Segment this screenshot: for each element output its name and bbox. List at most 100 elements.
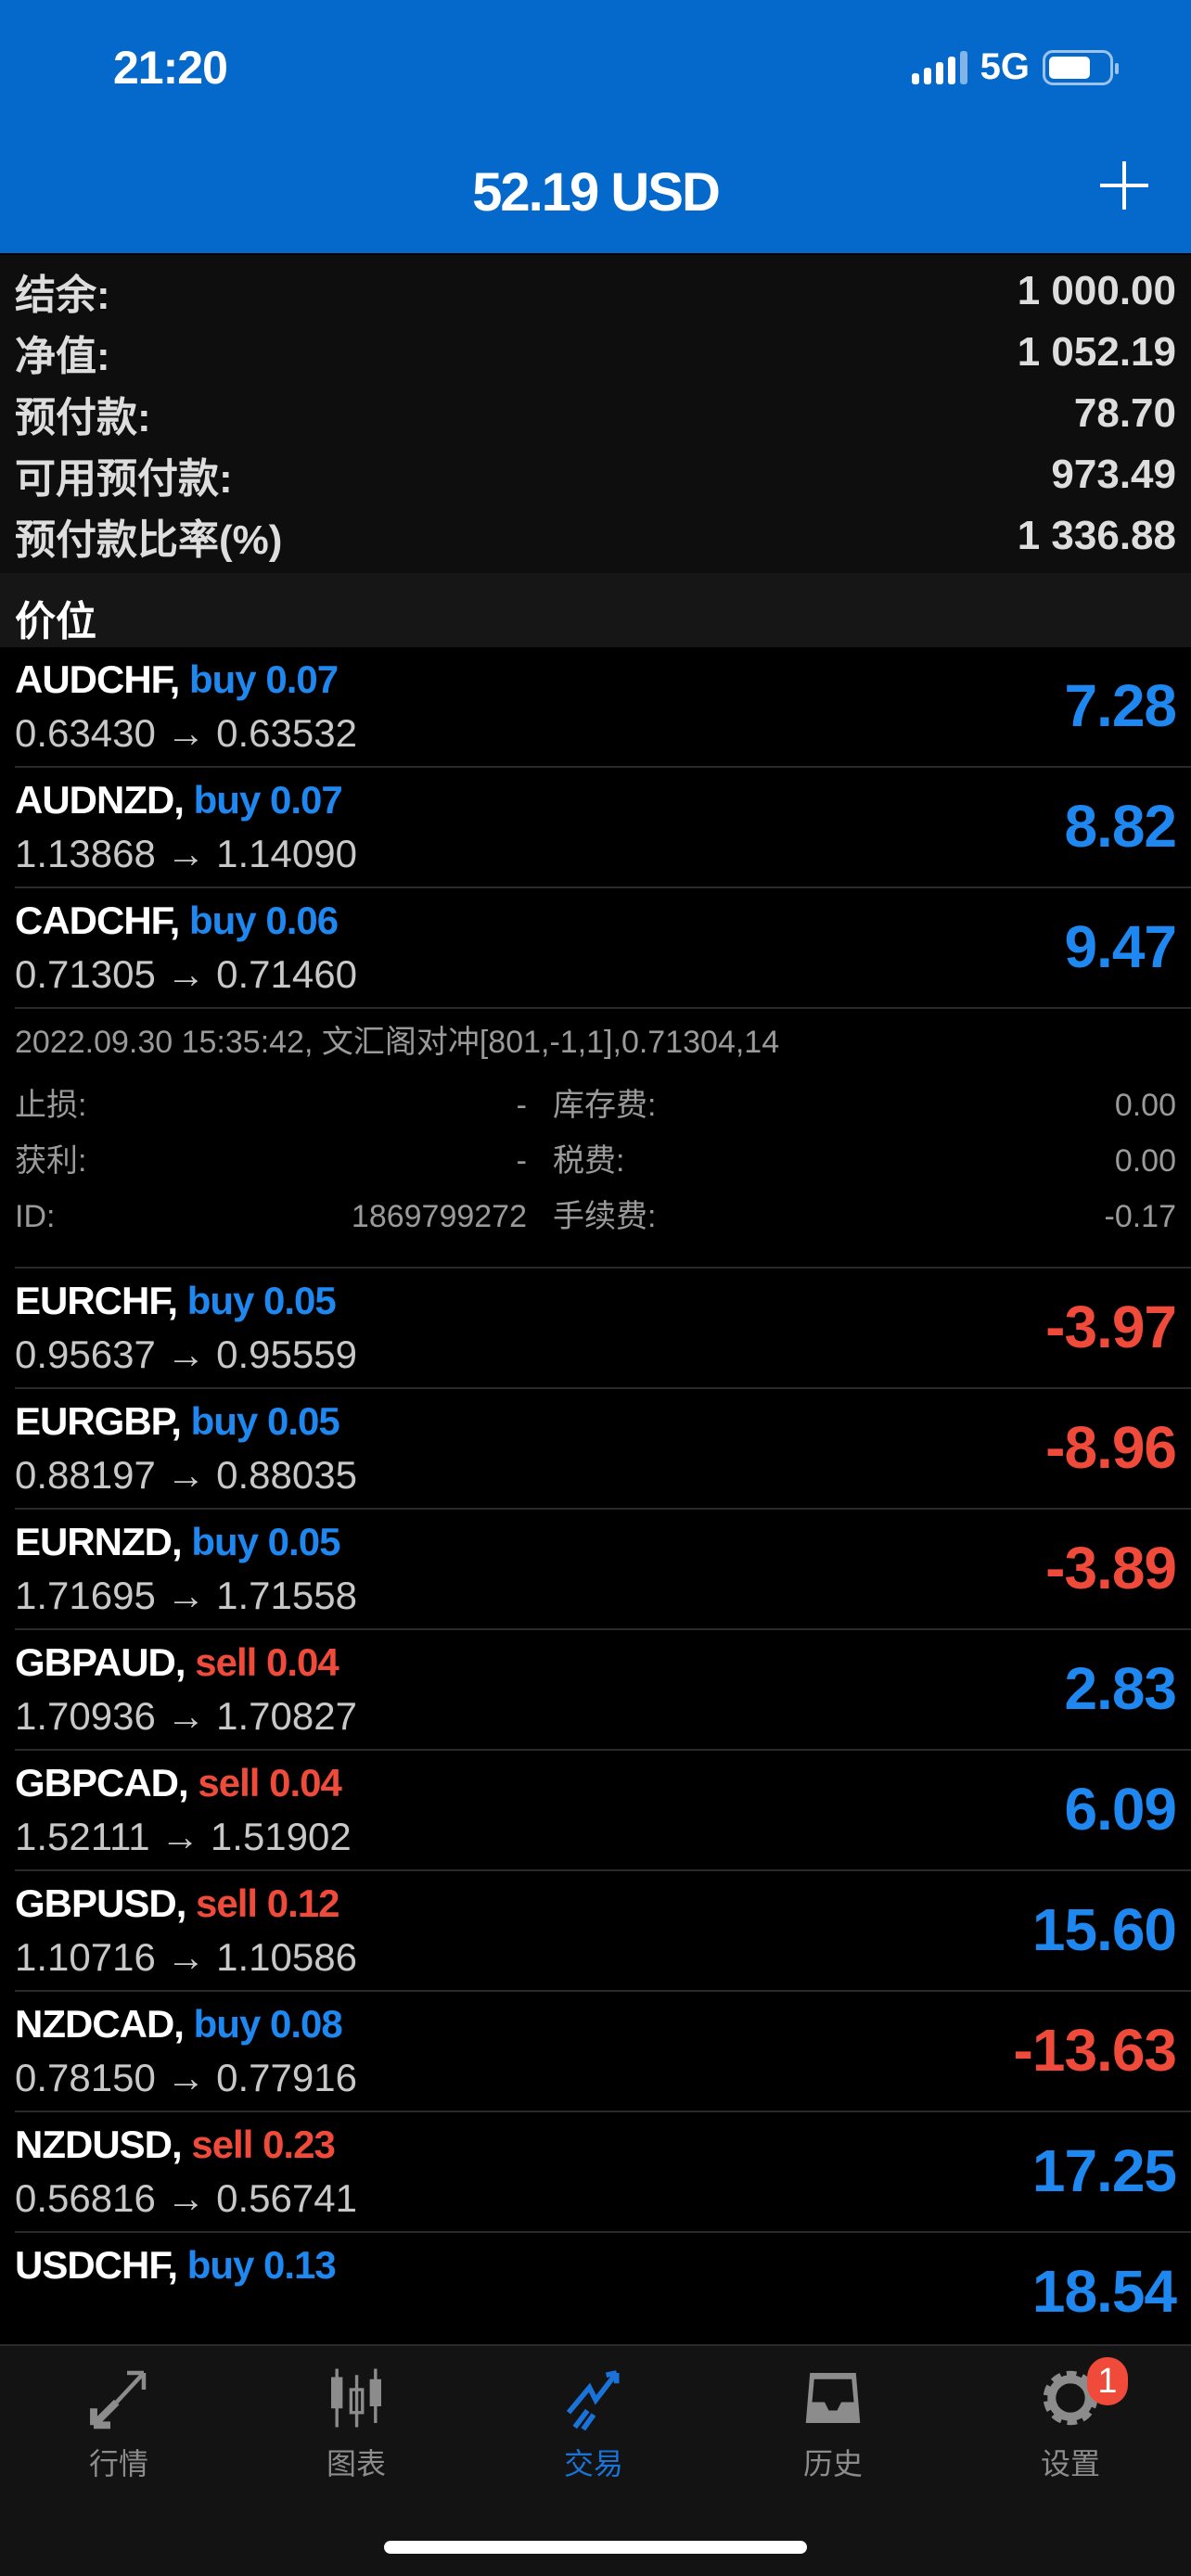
- position-profit: 18.54: [1031, 2258, 1177, 2325]
- summary-value: 1 336.88: [1017, 513, 1176, 558]
- position-volume: buy 0.08: [193, 2002, 343, 2046]
- tab-trade-trend[interactable]: 交易: [519, 2365, 668, 2483]
- summary-row: 可用预付款: 973.49: [0, 444, 1191, 505]
- home-indicator[interactable]: [384, 2541, 807, 2554]
- summary-label: 预付款比率(%): [15, 517, 283, 563]
- position-profit: 17.25: [1031, 2137, 1177, 2204]
- status-icons: 5G: [911, 46, 1119, 88]
- position-row[interactable]: CADCHF, buy 0.06 0.71305 → 0.71460 9.47: [15, 888, 1191, 1009]
- position-symbol: USDCHF, buy 0.13: [15, 2242, 337, 2289]
- summary-row: 预付款比率(%) 1 336.88: [0, 505, 1191, 567]
- tab-quotes-arrows[interactable]: 行情: [45, 2365, 193, 2483]
- position-prices: 1.71695 → 1.71558: [15, 1574, 357, 1617]
- summary-row: 净值: 1 052.19: [0, 322, 1191, 383]
- tab-bar: 行情 图表 交易 历史 设置 1: [0, 2344, 1191, 2576]
- position-symbol: EURCHF, buy 0.05: [15, 1278, 337, 1324]
- candlestick-chart-icon: [331, 2368, 381, 2428]
- trade-trend-icon: [566, 2370, 620, 2431]
- position-row[interactable]: GBPUSD, sell 0.12 1.10716 → 1.10586 15.6…: [15, 1871, 1191, 1992]
- position-profit: -8.96: [1045, 1414, 1177, 1481]
- position-profit: -3.89: [1045, 1535, 1177, 1601]
- position-details: 2022.09.30 15:35:42, 文汇阁对冲[801,-1,1],0.7…: [15, 1009, 1191, 1269]
- tax-label: 税费:: [553, 1143, 625, 1179]
- position-row[interactable]: AUDNZD, buy 0.07 1.13868 → 1.14090 8.82: [15, 768, 1191, 888]
- position-volume: buy 0.13: [186, 2243, 337, 2287]
- position-volume: buy 0.05: [186, 1279, 337, 1322]
- position-volume: buy 0.05: [191, 1520, 340, 1563]
- swap-value: 0.00: [1114, 1088, 1176, 1123]
- tab-gear[interactable]: 设置 1: [996, 2357, 1145, 2483]
- position-volume: sell 0.04: [198, 1761, 341, 1804]
- position-profit: 15.60: [1031, 1896, 1177, 1963]
- position-profit: 7.28: [1064, 672, 1177, 739]
- position-prices: 1.13868 → 1.14090: [15, 832, 357, 875]
- history-inbox-icon: [805, 2373, 861, 2423]
- position-prices: 0.95637 → 0.95559: [15, 1333, 357, 1376]
- id-label: ID:: [15, 1199, 56, 1234]
- position-symbol: AUDCHF, buy 0.07: [15, 657, 339, 703]
- summary-label: 结余:: [15, 273, 110, 318]
- position-profit: 2.83: [1064, 1655, 1177, 1722]
- tab-label: 历史: [802, 2447, 863, 2480]
- top-header: 21:20 5G 52.19 USD: [0, 0, 1191, 253]
- position-comment: 2022.09.30 15:35:42, 文汇阁对冲[801,-1,1],0.7…: [15, 1025, 780, 1060]
- position-symbol: CADCHF, buy 0.06: [15, 898, 339, 944]
- position-volume: sell 0.04: [195, 1640, 339, 1684]
- position-symbol: GBPCAD, sell 0.04: [15, 1760, 342, 1806]
- summary-value: 1 000.00: [1017, 268, 1176, 313]
- account-summary: 结余: 1 000.00 净值: 1 052.19 预付款: 78.70 可用预付款: 973…: [0, 255, 1191, 573]
- position-row[interactable]: EURGBP, buy 0.05 0.88197 → 0.88035 -8.96: [15, 1389, 1191, 1510]
- position-volume: buy 0.06: [189, 899, 339, 942]
- symbol-name: AUDNZD,: [15, 778, 185, 822]
- position-symbol: NZDUSD, sell 0.23: [15, 2122, 336, 2168]
- position-prices: 1.70936 → 1.70827: [15, 1694, 357, 1738]
- position-profit: 9.47: [1064, 913, 1177, 980]
- tax-value: 0.00: [1114, 1143, 1176, 1179]
- positions-list: AUDCHF, buy 0.07 0.63430 → 0.63532 7.28 …: [0, 647, 1191, 2353]
- sl-label: 止损:: [15, 1088, 87, 1123]
- summary-row: 预付款: 78.70: [0, 383, 1191, 444]
- position-row[interactable]: NZDUSD, sell 0.23 0.56816 → 0.56741 17.2…: [15, 2112, 1191, 2233]
- position-row[interactable]: GBPAUD, sell 0.04 1.70936 → 1.70827 2.83: [15, 1630, 1191, 1751]
- summary-row: 结余: 1 000.00: [0, 261, 1191, 322]
- tab-label: 设置: [1040, 2447, 1100, 2480]
- section-title: 价位: [0, 573, 1191, 647]
- tab-history-inbox[interactable]: 历史: [759, 2365, 907, 2483]
- sl-value: -: [516, 1088, 527, 1123]
- plus-icon[interactable]: [1096, 158, 1152, 213]
- summary-label: 预付款:: [15, 395, 151, 440]
- position-profit: 8.82: [1064, 793, 1177, 860]
- symbol-name: AUDCHF,: [15, 657, 180, 701]
- symbol-name: CADCHF,: [15, 899, 180, 942]
- position-symbol: EURGBP, buy 0.05: [15, 1398, 340, 1445]
- tab-label: 行情: [88, 2447, 148, 2480]
- position-row[interactable]: AUDCHF, buy 0.07 0.63430 → 0.63532 7.28: [15, 647, 1191, 768]
- position-row[interactable]: USDCHF, buy 0.13 18.54: [15, 2233, 1191, 2353]
- position-profit: -13.63: [1013, 2017, 1177, 2084]
- position-volume: sell 0.23: [191, 2123, 335, 2166]
- fee-label: 手续费:: [553, 1199, 657, 1234]
- summary-label: 可用预付款:: [15, 456, 233, 502]
- symbol-name: NZDCAD,: [15, 2002, 185, 2046]
- fee-value: -0.17: [1104, 1199, 1177, 1234]
- symbol-name: GBPAUD,: [15, 1640, 186, 1684]
- tab-label: 交易: [563, 2447, 623, 2480]
- position-volume: sell 0.12: [196, 1881, 339, 1925]
- quotes-arrows-icon: [90, 2370, 147, 2429]
- position-volume: buy 0.07: [193, 778, 343, 822]
- position-row[interactable]: EURCHF, buy 0.05 0.95637 → 0.95559 -3.97: [15, 1269, 1191, 1389]
- position-row[interactable]: EURNZD, buy 0.05 1.71695 → 1.71558 -3.89: [15, 1510, 1191, 1630]
- tab-label: 图表: [326, 2447, 386, 2480]
- position-symbol: AUDNZD, buy 0.07: [15, 777, 343, 823]
- position-volume: buy 0.07: [189, 657, 339, 701]
- id-value: 1869799272: [351, 1199, 527, 1234]
- battery-icon: [1043, 49, 1119, 85]
- symbol-name: GBPCAD,: [15, 1761, 189, 1804]
- position-prices: 0.71305 → 0.71460: [15, 952, 357, 996]
- tp-label: 获利:: [15, 1143, 87, 1179]
- position-row[interactable]: GBPCAD, sell 0.04 1.52111 → 1.51902 6.09: [15, 1751, 1191, 1871]
- tab-candlestick-chart[interactable]: 图表: [282, 2365, 430, 2483]
- swap-label: 库存费:: [553, 1088, 657, 1123]
- position-row[interactable]: NZDCAD, buy 0.08 0.78150 → 0.77916 -13.6…: [15, 1992, 1191, 2112]
- position-prices: 0.56816 → 0.56741: [15, 2176, 357, 2220]
